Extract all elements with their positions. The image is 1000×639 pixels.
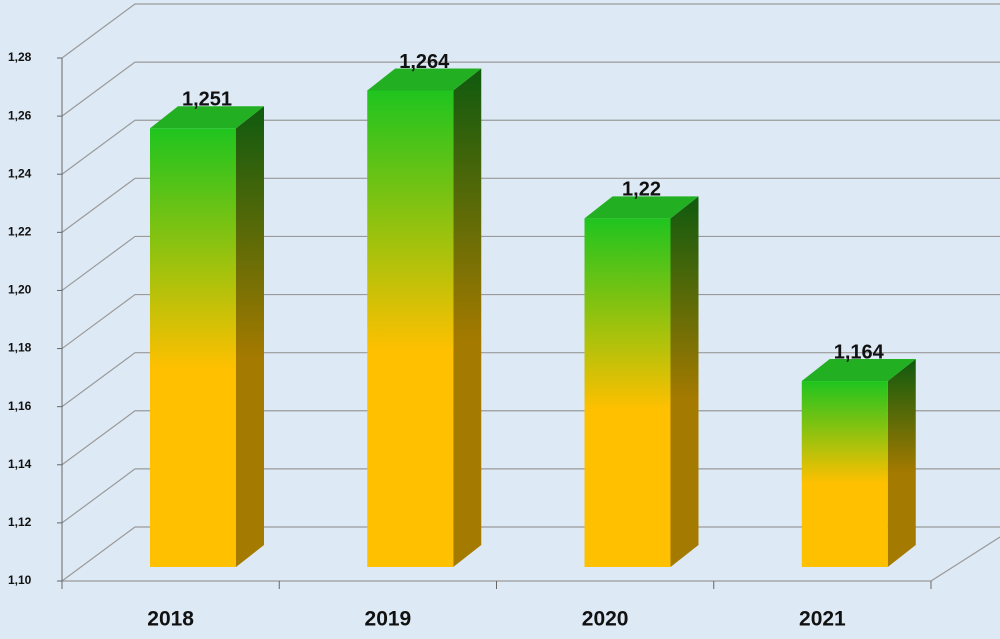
grid-line [61,61,1000,117]
bar-top [801,359,916,382]
value-label: 1,251 [182,89,232,111]
grid-line [61,526,1000,582]
bar [367,90,454,567]
y-tick-label: 1,20 [8,283,32,297]
bar [584,218,671,568]
bar-side [453,68,482,567]
bar [801,381,888,567]
bar-side [887,359,916,567]
grid-line [61,468,1000,524]
y-tick-label: 1,24 [8,166,32,180]
x-tick-label: 2019 [365,608,412,631]
value-label: 1,164 [834,341,885,363]
grid-line [61,3,1000,59]
y-tick-label: 1,12 [8,515,32,529]
grid-line [61,235,1000,291]
value-label: 1,264 [399,51,450,73]
y-tick-label: 1,18 [8,341,32,355]
y-tick-label: 1,22 [8,225,32,239]
y-tick-label: 1,14 [8,457,32,471]
bar-side [670,196,699,568]
x-tick-label: 2021 [799,608,846,631]
grid-line [61,293,1000,350]
bar-top [367,68,482,91]
x-tick-label: 2020 [582,608,629,631]
y-tick-label: 1,10 [8,573,32,587]
bar-top [584,196,699,219]
bar [150,128,236,567]
bar-side [236,106,264,567]
bar-top [150,106,264,129]
y-tick-label: 1,26 [8,108,32,122]
grid-line [61,119,1000,175]
grid-line [61,352,1000,408]
x-tick-label: 2018 [147,608,194,631]
y-tick-label: 1,28 [8,50,32,64]
grid-line [61,410,1000,466]
grid-line [61,177,1000,233]
value-label: 1,22 [622,179,661,201]
y-tick-label: 1,16 [8,399,32,413]
